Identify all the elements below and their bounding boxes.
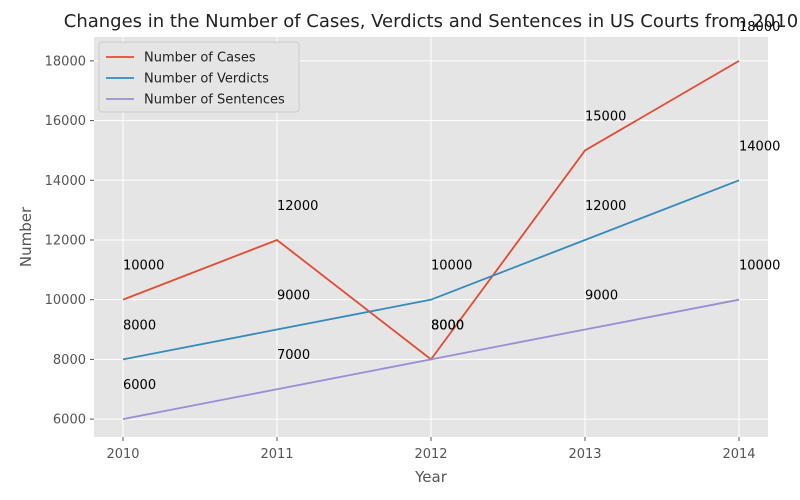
y-tick-label: 6000 <box>53 413 86 428</box>
series-lines <box>122 60 740 420</box>
y-tick-label: 14000 <box>45 174 86 189</box>
y-tick-label: 12000 <box>45 233 86 248</box>
data-label: 9000 <box>585 289 618 304</box>
data-label: 18000 <box>739 20 780 35</box>
x-axis-title: Year <box>414 468 448 486</box>
y-axis-ticks: 6000 8000 10000 12000 14000 16000 18000 <box>45 54 94 428</box>
legend-label: Number of Cases <box>144 51 256 66</box>
x-tick-label: 2013 <box>568 447 601 462</box>
y-tick-label: 8000 <box>53 353 86 368</box>
x-tick-label: 2010 <box>106 447 139 462</box>
data-label: 10000 <box>123 259 164 274</box>
x-tick-label: 2012 <box>414 447 447 462</box>
data-label: 12000 <box>585 199 626 214</box>
data-label: 8000 <box>431 318 464 333</box>
y-tick-label: 16000 <box>45 114 86 129</box>
series-line-3 <box>122 298 740 420</box>
legend-label: Number of Sentences <box>144 93 285 108</box>
data-label: 10000 <box>431 259 472 274</box>
legend-label: Number of Verdicts <box>144 72 269 87</box>
grid <box>94 37 768 437</box>
data-labels: 10000 12000 8000 15000 18000 8000 9000 10000 120… <box>123 20 780 393</box>
y-tick-label: 18000 <box>45 54 86 69</box>
x-tick-label: 2014 <box>722 447 755 462</box>
y-axis-title: Number <box>17 206 35 267</box>
data-label: 9000 <box>277 289 310 304</box>
data-label: 15000 <box>585 109 626 124</box>
series-line-2 <box>122 179 740 361</box>
legend: Number of Cases Number of Verdicts Number … <box>98 41 300 113</box>
x-axis-ticks: 2010 2011 2012 2013 2014 <box>106 437 756 462</box>
data-label: 14000 <box>739 139 780 154</box>
legend-box <box>98 41 300 113</box>
chart-title: Changes in the Number of Cases, Verdicts… <box>64 11 798 32</box>
data-label: 10000 <box>739 259 780 274</box>
data-label: 6000 <box>123 378 156 393</box>
data-label: 7000 <box>277 348 310 363</box>
data-label: 8000 <box>123 318 156 333</box>
x-tick-label: 2011 <box>260 447 293 462</box>
y-tick-label: 10000 <box>45 293 86 308</box>
data-label: 12000 <box>277 199 318 214</box>
data-label: 8000 <box>431 318 464 333</box>
